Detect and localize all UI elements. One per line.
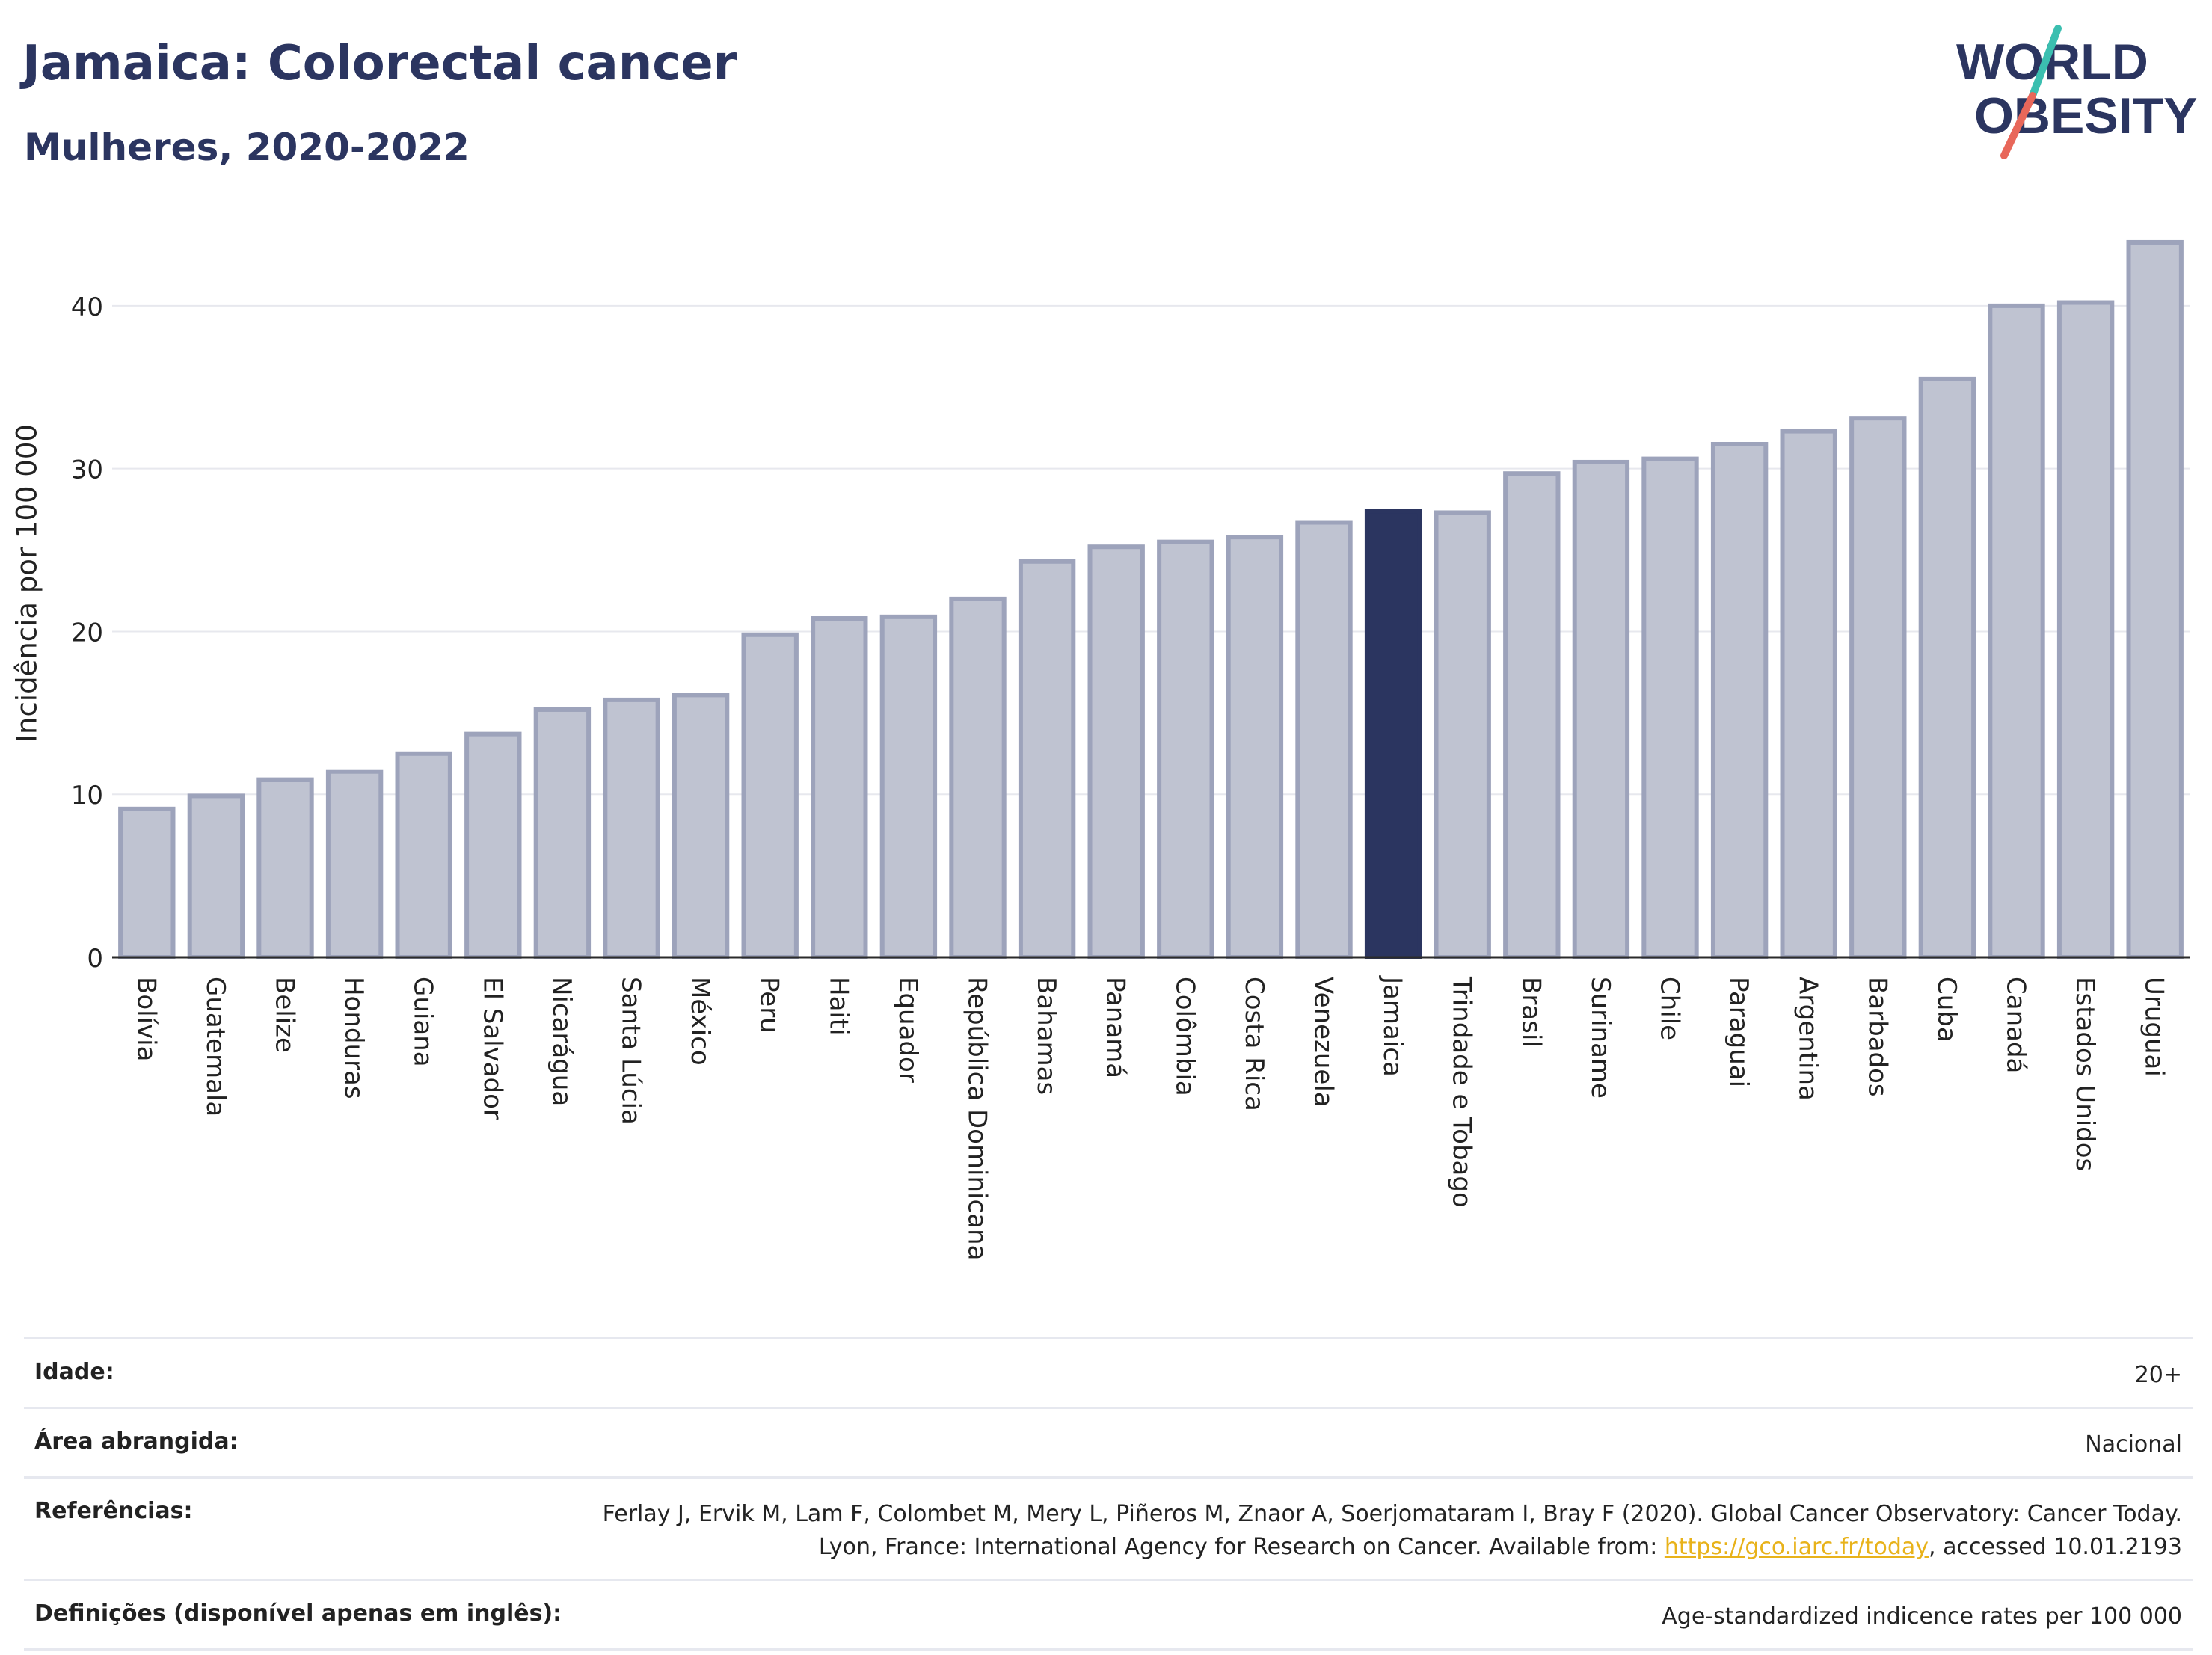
bar xyxy=(1295,520,1353,959)
x-tick-label: Brasil xyxy=(1516,977,1546,1048)
x-tick-label: Cuba xyxy=(1932,977,1961,1043)
bar xyxy=(256,777,314,959)
bar xyxy=(395,751,452,959)
bar xyxy=(325,769,384,959)
references-text-1: Ferlay J, Ervik M, Lam F, Colombet M, Me… xyxy=(602,1501,2182,1560)
bar xyxy=(1503,471,1561,959)
bars xyxy=(118,239,2184,960)
bar xyxy=(187,793,245,960)
bar-chart: 0 10 20 30 40 Bolívia Guatemala Belize Honduras… xyxy=(71,239,2190,1260)
bar xyxy=(1710,442,1769,959)
bar xyxy=(1572,459,1630,959)
logo-slash-teal xyxy=(2029,25,2062,99)
bar xyxy=(1018,559,1076,959)
age-label: Idade: xyxy=(34,1359,114,1385)
bar xyxy=(1780,429,1837,959)
y-tick-label: 10 xyxy=(71,781,103,811)
bar xyxy=(949,596,1007,960)
x-tick-label: Guiana xyxy=(408,977,438,1067)
references-value: Ferlay J, Ervik M, Lam F, Colombet M, Me… xyxy=(574,1498,2182,1564)
chart-title: Jamaica: Colorectal cancer xyxy=(22,36,737,91)
x-tick-label: Honduras xyxy=(339,977,369,1099)
y-tick-labels: 0 10 20 30 40 xyxy=(71,292,103,974)
references-text-2: , accessed 10.01.2193 xyxy=(1929,1534,2182,1560)
x-tick-labels: Bolívia Guatemala Belize Honduras Guiana El S… xyxy=(131,975,2169,1260)
y-tick-label: 30 xyxy=(71,455,103,485)
x-tick-label: Paraguai xyxy=(1724,977,1754,1087)
info-row-definitions: Definições (disponível apenas em inglês)… xyxy=(24,1579,2193,1651)
bar xyxy=(1918,376,1976,959)
bar xyxy=(533,707,592,959)
x-tick-label: México xyxy=(685,977,715,1066)
x-tick-label: Peru xyxy=(755,977,784,1034)
x-tick-label: Colômbia xyxy=(1170,977,1199,1096)
x-tick-label: Guatemala xyxy=(200,977,230,1117)
grid-lines xyxy=(112,304,2190,796)
bar xyxy=(2056,300,2115,959)
references-label: Referências: xyxy=(34,1498,193,1524)
x-tick-label: Estados Unidos xyxy=(2070,977,2100,1171)
x-tick-label: Uruguai xyxy=(2139,977,2169,1077)
x-tick-label: Argentina xyxy=(1793,977,1823,1101)
x-tick-label: Suriname xyxy=(1585,977,1615,1099)
x-tick-label: Costa Rica xyxy=(1239,977,1269,1111)
y-tick-label: 0 xyxy=(87,944,103,974)
age-value: 20+ xyxy=(2134,1362,2182,1388)
bar xyxy=(811,616,868,959)
info-row-references: Referências: Ferlay J, Ervik M, Lam F, C… xyxy=(24,1476,2193,1579)
x-tick-label: Barbados xyxy=(1862,977,1892,1097)
x-tick-label: Bahamas xyxy=(1031,977,1061,1095)
info-row-age: Idade: 20+ xyxy=(24,1337,2193,1407)
bar-highlight xyxy=(1364,509,1422,959)
bar xyxy=(1434,510,1491,959)
bar xyxy=(1087,544,1145,959)
bar xyxy=(741,632,799,959)
x-tick-label: Belize xyxy=(270,977,300,1053)
x-tick-label: Venezuela xyxy=(1309,977,1339,1108)
bar xyxy=(603,697,660,960)
references-link[interactable]: https://gco.iarc.fr/today xyxy=(1664,1534,1929,1560)
logo-slash-coral xyxy=(2000,92,2036,159)
x-tick-label: Haiti xyxy=(823,977,853,1036)
x-tick-label: Equador xyxy=(893,977,923,1083)
x-tick-label: Panamá xyxy=(1101,977,1131,1078)
chart-subtitle: Mulheres, 2020-2022 xyxy=(24,126,470,169)
bar xyxy=(1988,303,2045,959)
x-tick-label: Chile xyxy=(1655,977,1685,1040)
bar xyxy=(879,614,938,959)
bar xyxy=(1157,539,1214,959)
bar xyxy=(1849,416,1907,959)
y-tick-label: 20 xyxy=(71,618,103,648)
x-tick-label: Jamaica xyxy=(1377,975,1407,1077)
bar xyxy=(2126,239,2184,959)
definitions-value: Age-standardized indicence rates per 100… xyxy=(1662,1603,2182,1630)
x-tick-label: República Dominicana xyxy=(962,977,992,1260)
x-tick-label: Nicarágua xyxy=(547,977,577,1106)
x-tick-label: Santa Lúcia xyxy=(616,977,646,1125)
x-tick-label: Canadá xyxy=(2001,977,2031,1073)
bar xyxy=(1641,456,1699,959)
info-table: Idade: 20+ Área abrangida: Nacional Refe… xyxy=(24,1337,2193,1651)
world-obesity-logo: WORLD OBESITY xyxy=(1956,25,2198,159)
x-tick-label: Bolívia xyxy=(131,977,161,1061)
bar xyxy=(118,806,176,960)
definitions-label: Definições (disponível apenas em inglês)… xyxy=(34,1600,562,1627)
area-value: Nacional xyxy=(2085,1431,2182,1458)
y-tick-label: 40 xyxy=(71,292,103,322)
info-row-area: Área abrangida: Nacional xyxy=(24,1407,2193,1476)
area-label: Área abrangida: xyxy=(34,1428,239,1455)
bar xyxy=(672,693,730,960)
x-tick-label: Trindade e Tobago xyxy=(1447,976,1477,1208)
x-tick-label: El Salvador xyxy=(477,977,507,1120)
bar xyxy=(464,731,522,960)
bar xyxy=(1226,535,1284,959)
